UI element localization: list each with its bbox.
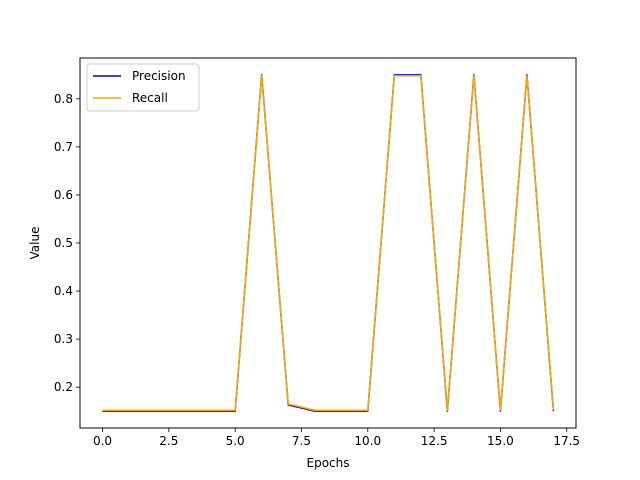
x-tick-label: 7.5: [292, 434, 311, 448]
legend: Precision Recall: [86, 63, 200, 112]
legend-label-precision: Precision: [132, 69, 186, 83]
x-axis-label: Epochs: [307, 456, 350, 470]
x-tick-label: 5.0: [226, 434, 245, 448]
y-axis-ticks: 0.2 0.3 0.4 0.5 0.6 0.7 0.8: [54, 92, 80, 394]
y-tick-label: 0.3: [54, 332, 73, 346]
y-tick-label: 0.2: [54, 380, 73, 394]
y-axis-label: Value: [28, 227, 42, 260]
legend-label-recall: Recall: [132, 91, 168, 105]
x-tick-label: 15.0: [487, 434, 514, 448]
y-tick-label: 0.6: [54, 188, 73, 202]
y-tick-label: 0.7: [54, 140, 73, 154]
x-tick-label: 10.0: [354, 434, 381, 448]
x-tick-label: 0.0: [93, 434, 112, 448]
y-tick-label: 0.5: [54, 236, 73, 250]
y-tick-label: 0.4: [54, 284, 73, 298]
y-tick-label: 0.8: [54, 92, 73, 106]
x-tick-label: 2.5: [159, 434, 178, 448]
series-line-recall: [102, 75, 555, 411]
x-axis-ticks: 0.0 2.5 5.0 7.5 10.0 12.5 15.0 17.5: [93, 428, 580, 448]
x-tick-label: 12.5: [421, 434, 448, 448]
x-tick-label: 17.5: [553, 434, 580, 448]
series-layer: [102, 74, 555, 412]
